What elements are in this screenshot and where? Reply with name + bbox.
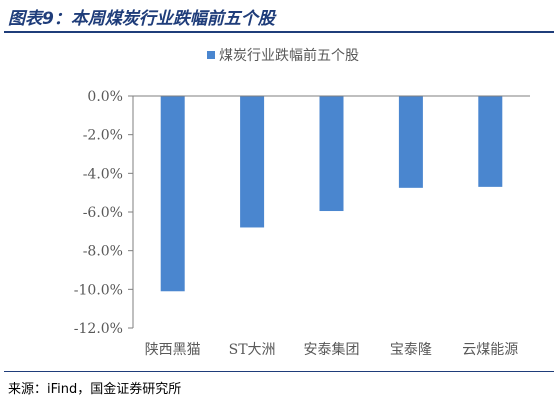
y-tick-label: -8.0% [83,244,123,260]
source-divider [4,371,554,372]
y-tick-label: -2.0% [83,128,123,144]
y-tick-label: -6.0% [83,205,123,221]
y-tick-label: -10.0% [74,282,123,298]
legend-swatch [207,51,215,59]
title-divider [4,31,554,33]
x-tick-label: 云煤能源 [462,342,518,358]
source-note: 来源：iFind，国金证券研究所 [8,382,182,397]
bar [240,96,265,228]
x-tick-label: ST大洲 [229,342,276,358]
x-tick-label: 安泰集团 [304,341,360,358]
y-tick-label: 0.0% [87,89,123,105]
bar [319,96,344,212]
x-tick-label: 陕西黑猫 [145,342,201,358]
legend-label: 煤炭行业跌幅前五个股 [219,47,359,64]
figure-title: 图表9：本周煤炭行业跌幅前五个股 [8,9,275,29]
bar [478,96,503,187]
bar [398,96,423,188]
x-tick-label: 宝泰隆 [390,342,432,358]
y-tick-label: -4.0% [83,166,123,182]
bar [160,96,185,292]
y-tick-label: -12.0% [74,321,123,337]
